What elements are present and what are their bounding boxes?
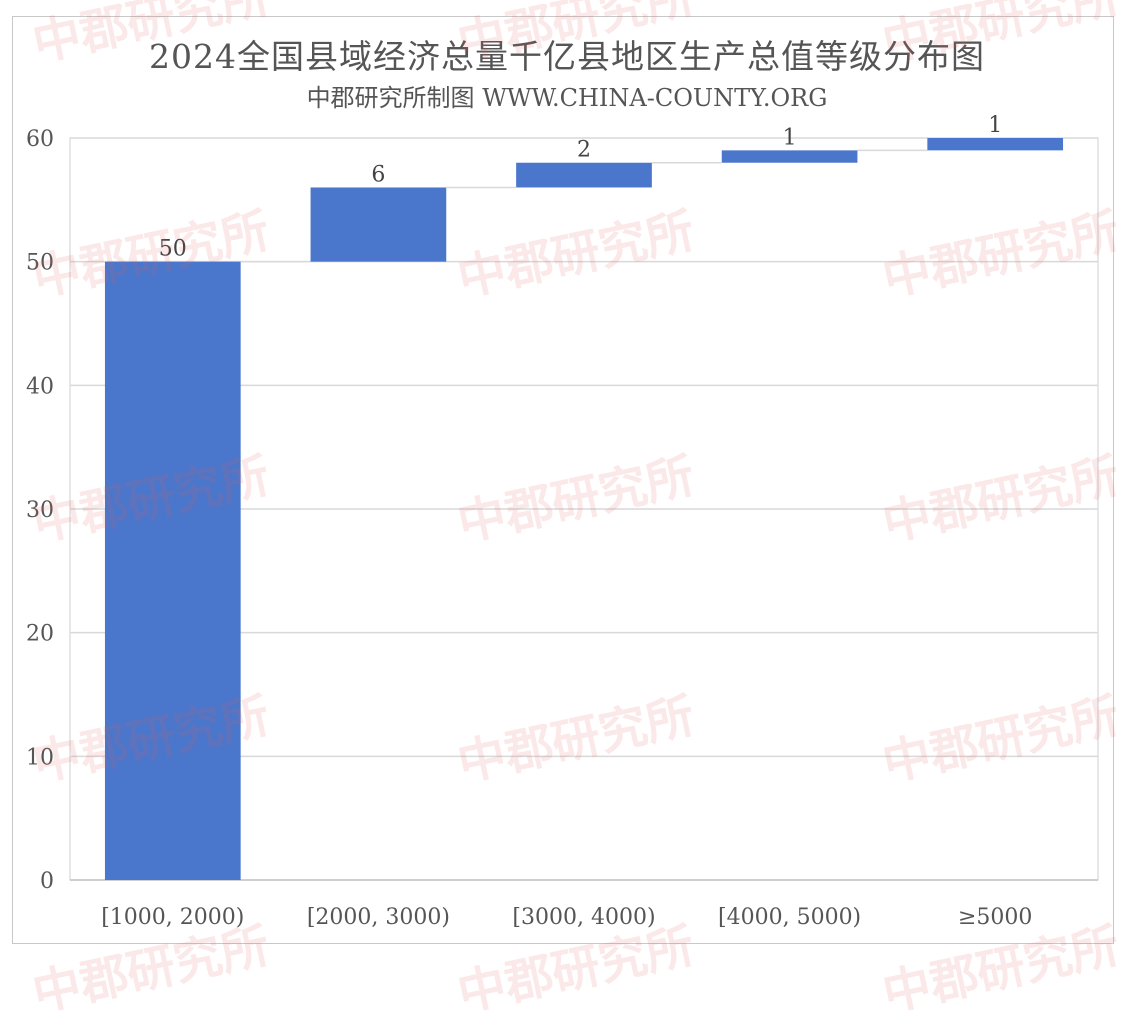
x-category-label: [1000, 2000) [101, 905, 244, 930]
y-tick-label: 10 [26, 745, 54, 770]
chart-subtitle: 中郡研究所制图 WWW.CHINA-COUNTY.ORG [306, 84, 828, 112]
y-tick-label: 0 [40, 869, 54, 894]
waterfall-chart: 0 10 20 30 40 50 60 50 [1000, 2000) 6 [2000, 3000)… [26, 113, 1099, 930]
x-category-label: [3000, 4000) [512, 905, 655, 930]
bar [516, 162, 652, 188]
chart-title: 2024全国县域经济总量千亿县地区生产总值等级分布图 [149, 37, 985, 76]
y-tick-label: 30 [26, 498, 54, 523]
bar [310, 187, 447, 262]
data-label: 50 [159, 237, 187, 262]
x-category-label: [2000, 3000) [307, 905, 450, 930]
bar [721, 150, 858, 163]
data-label: 2 [577, 138, 591, 163]
data-label: 1 [988, 113, 1002, 138]
data-label: 6 [371, 162, 385, 187]
y-tick-label: 50 [26, 251, 54, 276]
x-category-label: [4000, 5000) [718, 905, 861, 930]
bar [104, 261, 241, 881]
y-tick-label: 20 [26, 622, 54, 647]
y-tick-label: 60 [26, 127, 54, 152]
data-label: 1 [783, 125, 797, 150]
bar [927, 138, 1064, 151]
y-tick-label: 40 [26, 374, 54, 399]
x-category-label: ≥5000 [958, 905, 1032, 930]
